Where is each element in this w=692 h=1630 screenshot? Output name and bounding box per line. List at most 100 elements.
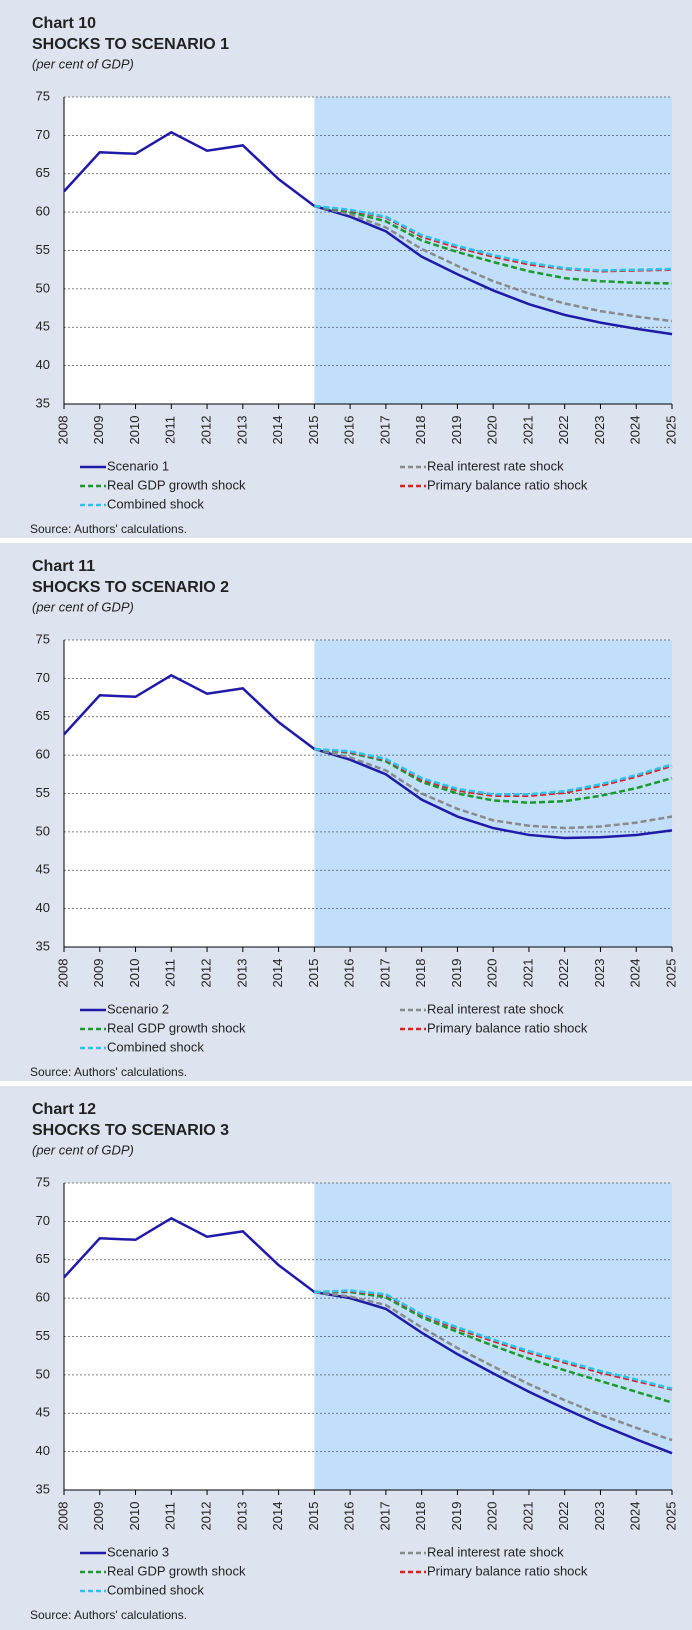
y-tick-label: 55 [36, 1328, 50, 1343]
series-line [63, 130, 673, 336]
y-tick-label: 50 [36, 1366, 50, 1381]
legend-label: Combined shock [107, 496, 204, 511]
x-tick-label: 2012 [198, 959, 213, 988]
y-tick-label: 40 [36, 1443, 50, 1458]
chart-subtitle: (per cent of GDP) [32, 599, 134, 614]
x-tick-label: 2019 [449, 416, 464, 445]
x-tick-label: 2012 [198, 1502, 213, 1531]
x-tick-label: 2011 [163, 959, 178, 987]
y-tick-label: 75 [36, 631, 50, 646]
legend-label: Real GDP growth shock [107, 1020, 246, 1035]
y-tick-label: 35 [36, 395, 50, 410]
x-tick-label: 2008 [55, 416, 70, 445]
chart-panel: Chart 10 SHOCKS TO SCENARIO 1 (per cent of… [0, 0, 692, 538]
x-tick-label: 2011 [163, 1502, 178, 1530]
y-tick-label: 45 [36, 862, 50, 877]
series-line [314, 204, 673, 272]
x-tick-label: 2024 [628, 416, 643, 445]
x-tick-label: 2025 [663, 1502, 678, 1531]
x-tick-label: 2011 [163, 416, 178, 444]
x-tick-label: 2019 [449, 1502, 464, 1531]
series-line [314, 747, 673, 798]
x-tick-label: 2014 [270, 416, 285, 445]
y-tick-label: 45 [36, 319, 50, 334]
x-tick-label: 2018 [413, 416, 428, 445]
x-tick-label: 2008 [55, 959, 70, 988]
legend-label: Primary balance ratio shock [427, 477, 588, 492]
y-tick-label: 65 [36, 708, 50, 723]
x-tick-label: 2009 [91, 416, 106, 445]
x-tick-label: 2014 [270, 959, 285, 988]
x-tick-label: 2021 [520, 1502, 535, 1531]
legend-label: Primary balance ratio shock [427, 1020, 588, 1035]
x-tick-label: 2009 [91, 959, 106, 988]
legend-label: Real interest rate shock [427, 1544, 564, 1559]
x-tick-label: 2010 [127, 959, 142, 988]
x-tick-label: 2014 [270, 1502, 285, 1531]
x-tick-label: 2023 [592, 1502, 607, 1531]
legend-label: Scenario 1 [107, 458, 169, 473]
x-tick-label: 2025 [663, 416, 678, 445]
x-tick-label: 2021 [520, 416, 535, 445]
series-line [314, 204, 673, 323]
y-tick-label: 60 [36, 1290, 50, 1305]
series-line [63, 673, 673, 840]
legend-label: Scenario 2 [107, 1001, 169, 1016]
series-line [314, 747, 673, 796]
x-tick-label: 2015 [306, 416, 321, 445]
source-note: Source: Authors' calculations. [30, 1065, 187, 1079]
y-tick-label: 55 [36, 242, 50, 257]
series-line [314, 747, 673, 804]
x-tick-label: 2009 [91, 1502, 106, 1531]
x-tick-label: 2010 [127, 416, 142, 445]
y-tick-label: 65 [36, 1251, 50, 1266]
x-tick-label: 2016 [342, 1502, 357, 1531]
x-tick-label: 2010 [127, 1502, 142, 1531]
x-tick-label: 2018 [413, 1502, 428, 1531]
series-line [314, 1290, 673, 1404]
y-tick-label: 60 [36, 747, 50, 762]
y-tick-label: 75 [36, 88, 50, 103]
y-tick-label: 60 [36, 204, 50, 219]
y-tick-label: 35 [36, 938, 50, 953]
source-note: Source: Authors' calculations. [30, 1608, 187, 1622]
chart-subtitle: (per cent of GDP) [32, 1142, 134, 1157]
x-tick-label: 2015 [306, 1502, 321, 1531]
y-tick-label: 70 [36, 670, 50, 685]
chart-title: SHOCKS TO SCENARIO 2 [32, 579, 229, 596]
x-tick-label: 2020 [485, 1502, 500, 1531]
x-tick-label: 2025 [663, 959, 678, 988]
y-tick-label: 35 [36, 1481, 50, 1496]
x-tick-label: 2022 [556, 1502, 571, 1531]
y-tick-label: 50 [36, 823, 50, 838]
chart-panel: Chart 12 SHOCKS TO SCENARIO 3 (per cent of… [0, 1086, 692, 1630]
x-tick-label: 2016 [342, 416, 357, 445]
x-tick-label: 2017 [377, 1502, 392, 1531]
legend-label: Combined shock [107, 1582, 204, 1597]
chart-label: Chart 12 [32, 1101, 96, 1118]
x-tick-label: 2024 [628, 959, 643, 988]
legend-label: Real GDP growth shock [107, 477, 246, 492]
x-tick-label: 2021 [520, 959, 535, 988]
series-line [314, 1290, 673, 1442]
legend-label: Primary balance ratio shock [427, 1563, 588, 1578]
chart-subtitle: (per cent of GDP) [32, 56, 134, 71]
x-tick-label: 2020 [485, 416, 500, 445]
x-tick-label: 2019 [449, 959, 464, 988]
chart-panel: Chart 11 SHOCKS TO SCENARIO 2 (per cent of… [0, 543, 692, 1081]
x-tick-label: 2016 [342, 959, 357, 988]
y-tick-label: 40 [36, 357, 50, 372]
y-tick-label: 75 [36, 1174, 50, 1189]
chart-title: SHOCKS TO SCENARIO 3 [32, 1122, 229, 1139]
y-tick-label: 70 [36, 1213, 50, 1228]
x-tick-label: 2023 [592, 416, 607, 445]
legend-label: Scenario 3 [107, 1544, 169, 1559]
x-tick-label: 2015 [306, 959, 321, 988]
legend-label: Real GDP growth shock [107, 1563, 246, 1578]
legend-label: Real interest rate shock [427, 458, 564, 473]
x-tick-label: 2017 [377, 959, 392, 988]
series-line [314, 204, 673, 285]
x-tick-label: 2023 [592, 959, 607, 988]
